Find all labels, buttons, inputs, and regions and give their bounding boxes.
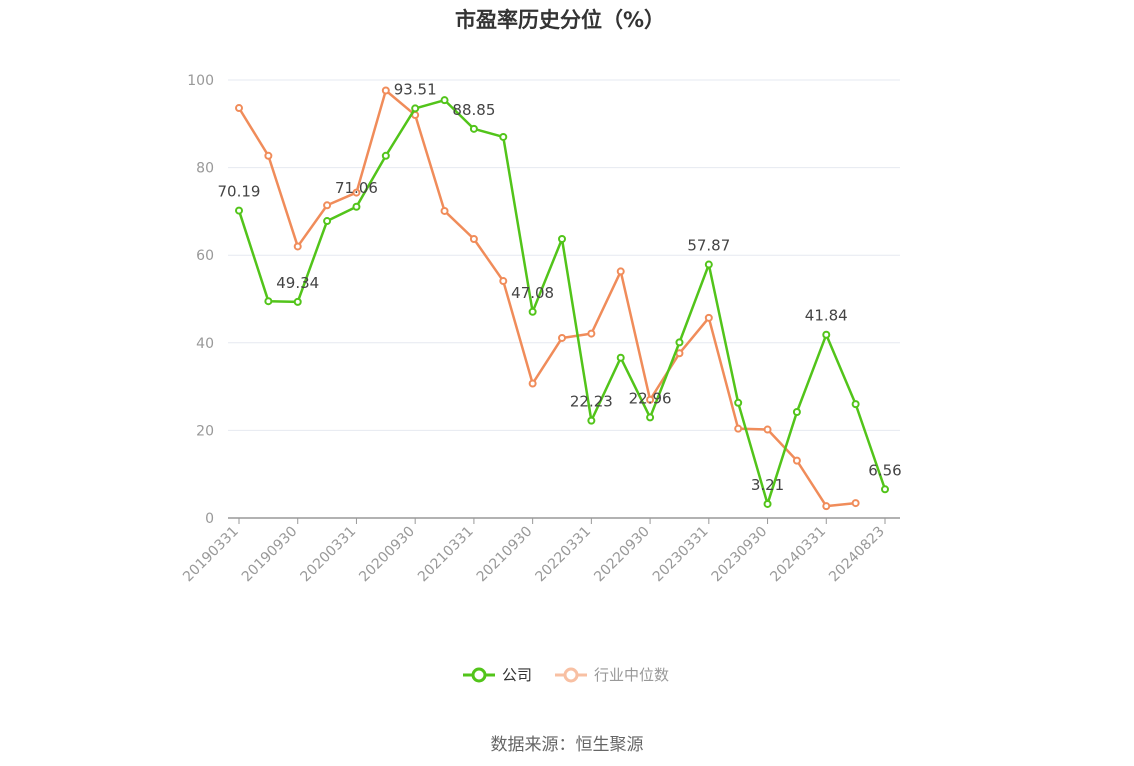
series-point-company <box>734 398 743 407</box>
x-tick-label: 20200331 <box>298 524 360 586</box>
series-point-company <box>264 297 273 306</box>
legend-company-swatch-icon <box>463 667 495 682</box>
y-tick-label: 60 <box>196 248 214 264</box>
series-point-industry <box>323 201 332 210</box>
series-point-company <box>293 297 302 306</box>
data-label: 22.96 <box>629 389 672 407</box>
series-point-industry <box>440 206 449 215</box>
series-point-company <box>881 485 889 494</box>
series-point-company <box>646 413 655 422</box>
legend-industry-swatch-icon <box>555 667 588 682</box>
data-label: 3.21 <box>751 476 784 494</box>
series-point-industry <box>293 242 302 251</box>
series-point-industry <box>763 425 772 434</box>
x-tick-label: 20220930 <box>591 524 653 586</box>
x-tick-label: 20190930 <box>239 524 301 586</box>
legend: 公司 行业中位数 <box>462 664 691 685</box>
legend-label-company: 公司 <box>502 666 533 684</box>
series-point-company <box>352 202 361 211</box>
x-tick-label: 20200930 <box>356 524 418 586</box>
series-point-industry <box>264 151 273 160</box>
x-tick-label: 20240823 <box>826 524 888 586</box>
series-point-company <box>675 338 684 347</box>
series-point-company <box>469 124 478 133</box>
series-point-industry <box>235 104 243 113</box>
series-point-industry <box>528 379 537 388</box>
series-point-industry <box>646 395 655 404</box>
series-point-industry <box>704 313 713 322</box>
y-tick-label: 20 <box>196 423 214 439</box>
series-point-company <box>822 330 831 339</box>
series-point-industry <box>675 349 684 358</box>
x-tick-label: 20190331 <box>180 524 242 586</box>
series-point-company <box>763 499 772 508</box>
legend-label-industry: 行业中位数 <box>594 666 670 684</box>
series-point-industry <box>734 424 743 433</box>
series-point-company <box>528 307 537 316</box>
y-tick-label: 40 <box>196 336 214 352</box>
series-point-company <box>323 217 332 226</box>
series-point-industry <box>469 234 478 243</box>
chart-title: 市盈率历史分位（%） <box>454 8 666 32</box>
axis-layer: 0 20 40 60 80 100 2019033120190930202003312020… <box>180 73 900 585</box>
data-label: 93.51 <box>394 80 437 98</box>
series-layer <box>235 86 889 511</box>
series-point-company <box>440 96 449 105</box>
series-point-industry <box>499 277 508 286</box>
data-label: 88.85 <box>452 101 495 119</box>
series-point-company <box>235 206 243 215</box>
series-point-industry <box>381 86 390 95</box>
series-point-industry <box>822 502 831 511</box>
legend-item-industry[interactable]: 行业中位数 <box>554 664 669 685</box>
data-label: 49.34 <box>276 274 319 292</box>
series-point-industry <box>352 188 361 197</box>
series-point-industry <box>558 333 566 342</box>
series-point-company <box>499 132 508 141</box>
series-point-industry <box>851 499 860 508</box>
x-tick-label: 20210331 <box>415 524 477 586</box>
series-point-company <box>587 416 596 425</box>
series-point-industry <box>616 267 625 276</box>
series-point-company <box>792 408 801 417</box>
x-tick-label: 20220331 <box>532 524 594 586</box>
series-point-industry <box>587 329 596 338</box>
series-point-company <box>558 234 566 243</box>
y-tick-label: 80 <box>196 161 214 177</box>
series-point-company <box>851 400 860 409</box>
data-label: 57.87 <box>687 237 730 255</box>
data-label: 70.19 <box>218 183 261 201</box>
series-point-company <box>381 151 390 160</box>
y-tick-label: 0 <box>205 511 214 527</box>
x-tick-label: 20230331 <box>650 524 712 586</box>
x-tick-label: 20230930 <box>709 524 771 586</box>
data-label: 71.06 <box>335 179 378 197</box>
series-point-industry <box>792 456 801 465</box>
legend-item-company[interactable]: 公司 <box>462 664 532 685</box>
series-point-company <box>704 260 713 269</box>
x-tick-label: 20240331 <box>767 524 829 586</box>
y-tick-label: 100 <box>187 73 214 89</box>
series-point-company <box>411 104 420 113</box>
line-chart: 0 20 40 60 80 100 2019033120190930202003312020… <box>180 73 902 585</box>
data-label: 22.23 <box>570 393 613 411</box>
data-label: 41.84 <box>805 307 848 325</box>
x-tick-label: 20210930 <box>474 524 536 586</box>
series-line-company <box>237 98 887 506</box>
data-label: 6.56 <box>868 461 901 479</box>
series-point-company <box>616 353 625 362</box>
data-label-layer: 70.19 49.34 71.06 93.51 88.85 47.08 22.23 22.96… <box>218 80 902 494</box>
data-label: 47.08 <box>511 284 554 302</box>
data-source: 数据来源：恒生聚源 <box>490 735 644 755</box>
series-line-industry <box>237 89 856 508</box>
